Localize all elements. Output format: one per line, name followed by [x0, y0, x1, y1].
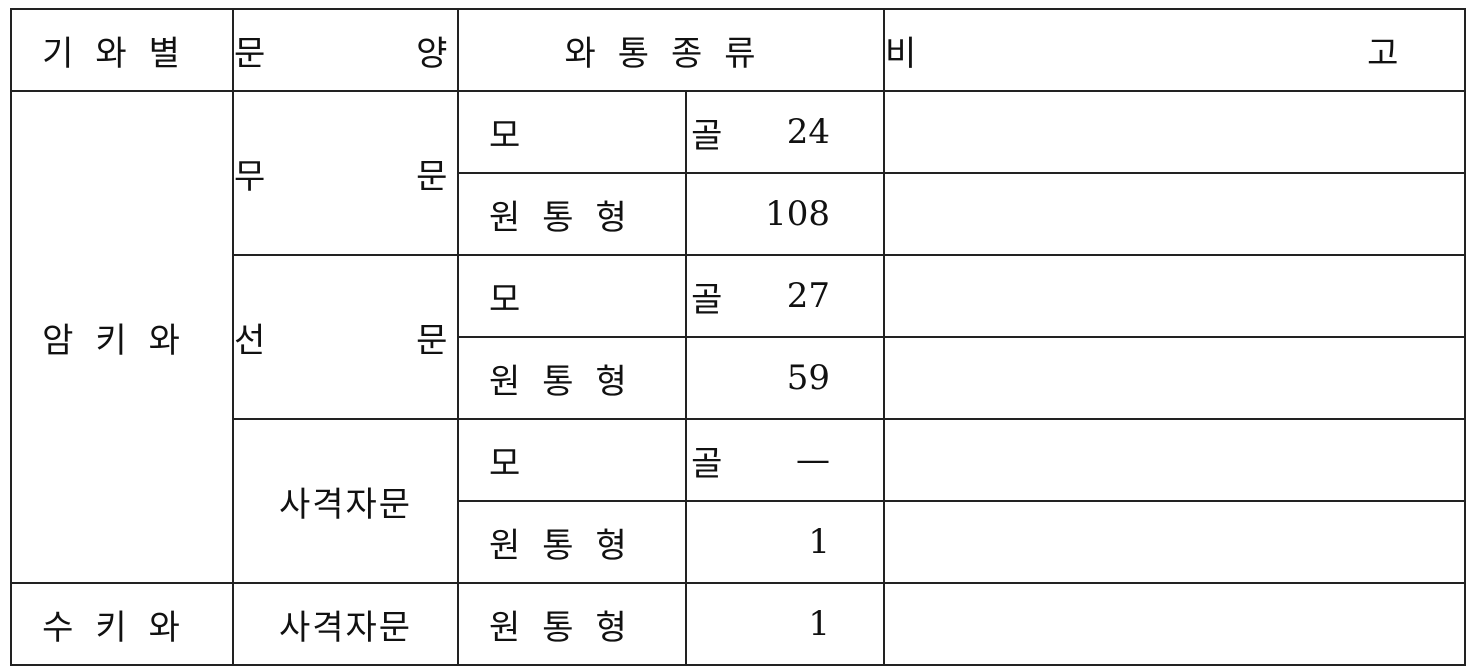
remarks-cell — [883, 582, 1466, 666]
remarks-cell — [883, 336, 1466, 420]
table-row: 원통형 1 — [11, 500, 1466, 584]
count-value: 24 — [786, 112, 830, 152]
tile-classification-table-sheet: 기와별 문 양 와통종류 비 고 암키와 무 문 모 골 24 원통형 108 … — [10, 8, 1466, 666]
mold-type-cell: 모 골 — [457, 418, 722, 502]
pattern-cell: 선 문 — [232, 254, 459, 420]
mold-type-cell: 원통형 — [457, 336, 687, 420]
remarks-cell — [883, 500, 1466, 584]
pattern-cell: 사격자문 — [232, 418, 459, 584]
count-cell: 108 — [685, 172, 885, 256]
remarks-cell — [883, 90, 1466, 174]
count-cell: — — [685, 418, 885, 502]
remarks-cell — [883, 418, 1466, 502]
pattern-cell: 사격자문 — [232, 582, 459, 666]
tile-classification-table: 기와별 문 양 와통종류 비 고 암키와 무 문 모 골 24 원통형 108 … — [10, 8, 1466, 666]
count-value: 59 — [786, 358, 830, 398]
header-remarks: 비 고 — [883, 8, 1466, 92]
header-mold-type: 와통종류 — [457, 8, 885, 92]
count-cell: 24 — [685, 90, 885, 174]
count-value: — — [796, 440, 830, 480]
pattern-cell: 무 문 — [232, 90, 459, 256]
count-value: 1 — [808, 604, 830, 644]
mold-type-cell: 원통형 — [457, 172, 687, 256]
remarks-cell — [883, 254, 1466, 338]
count-value: 108 — [765, 194, 830, 234]
table-row: 암키와 무 문 모 골 24 — [10, 90, 1466, 584]
count-cell: 59 — [685, 336, 885, 420]
table-row: 원통형 59 — [11, 336, 1466, 420]
header-pattern: 문 양 — [232, 8, 459, 92]
mold-type-cell: 원통형 — [457, 500, 687, 584]
table-row: 사격자문 모 골 — — [11, 418, 1466, 584]
header-row: 기와별 문 양 와통종류 비 고 — [10, 8, 1466, 92]
mold-type-cell: 모 골 — [457, 90, 722, 174]
count-value: 27 — [786, 276, 830, 316]
mold-type-cell: 모 골 — [457, 254, 722, 338]
count-value: 1 — [808, 522, 830, 562]
count-cell: 1 — [685, 582, 885, 666]
tile-kind-cell: 암키와 — [10, 90, 234, 584]
count-cell: 27 — [685, 254, 885, 338]
table-row: 선 문 모 골 27 — [11, 254, 1466, 420]
remarks-cell — [883, 172, 1466, 256]
table-row: 원통형 108 — [11, 172, 1466, 256]
tile-kind-cell: 수키와 — [10, 582, 234, 666]
header-tile-kind: 기와별 — [10, 8, 234, 92]
mold-type-cell: 원통형 — [457, 582, 687, 666]
table-row: 수키와 사격자문 원통형 1 — [10, 582, 1466, 666]
count-cell: 1 — [685, 500, 885, 584]
